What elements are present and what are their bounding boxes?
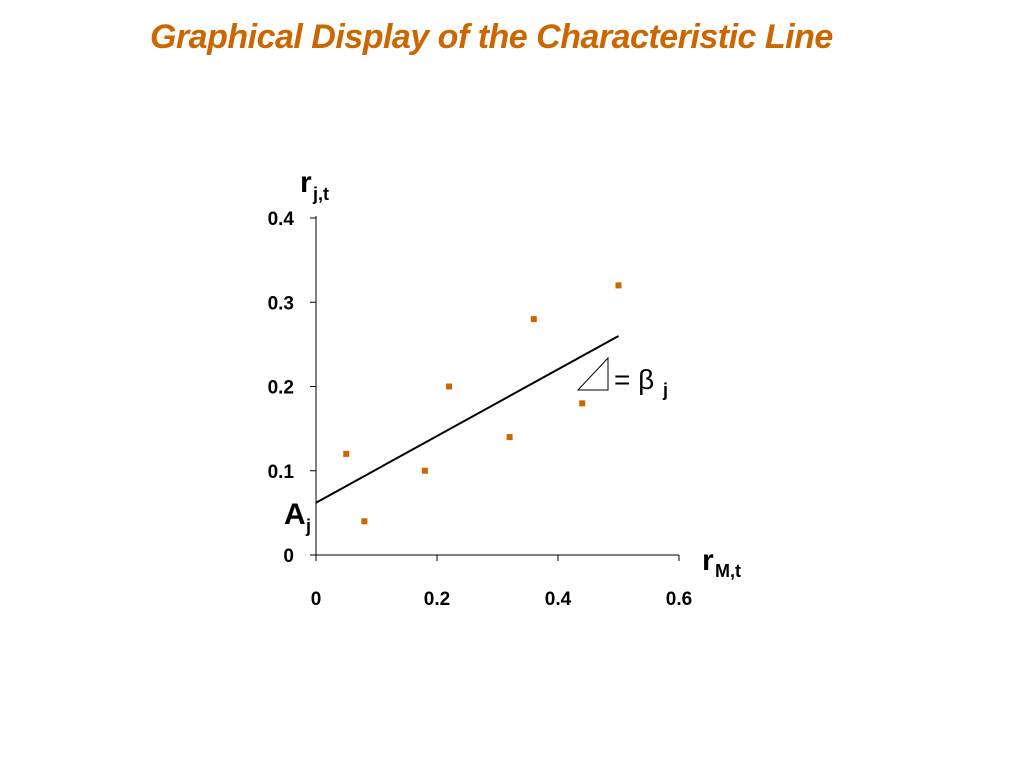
y-axis-label: r	[300, 166, 312, 199]
data-point	[343, 450, 350, 457]
y-tick-label: 0.2	[268, 378, 294, 399]
intercept-label-sub: j	[305, 516, 311, 536]
x-tick-label: 0.2	[424, 589, 450, 610]
characteristic-line	[315, 335, 619, 504]
intercept-label: A	[284, 498, 306, 531]
y-tick-label: 0	[283, 546, 294, 567]
data-point	[615, 282, 622, 289]
data-point	[530, 316, 537, 323]
slope-label-sub: j	[662, 380, 668, 400]
y-tick-label: 0.4	[268, 209, 295, 230]
slope-label: = β	[614, 364, 654, 395]
y-tick-label: 0.3	[268, 293, 294, 314]
y-tick-label: 0.1	[268, 462, 295, 483]
data-point	[446, 383, 453, 390]
x-axis-label-sub: M,t	[715, 561, 741, 581]
data-point	[579, 400, 586, 407]
x-axis-label: r	[702, 544, 714, 577]
data-point	[421, 467, 428, 474]
delta-symbol	[576, 356, 609, 391]
x-tick-label: 0.4	[545, 589, 572, 610]
data-point	[361, 518, 368, 525]
y-axis-label-sub: j,t	[312, 184, 329, 204]
x-tick-label: 0	[311, 589, 322, 610]
chart-title: Graphical Display of the Characteristic …	[150, 18, 833, 56]
data-point	[506, 434, 513, 441]
x-tick-label: 0.6	[666, 589, 692, 610]
